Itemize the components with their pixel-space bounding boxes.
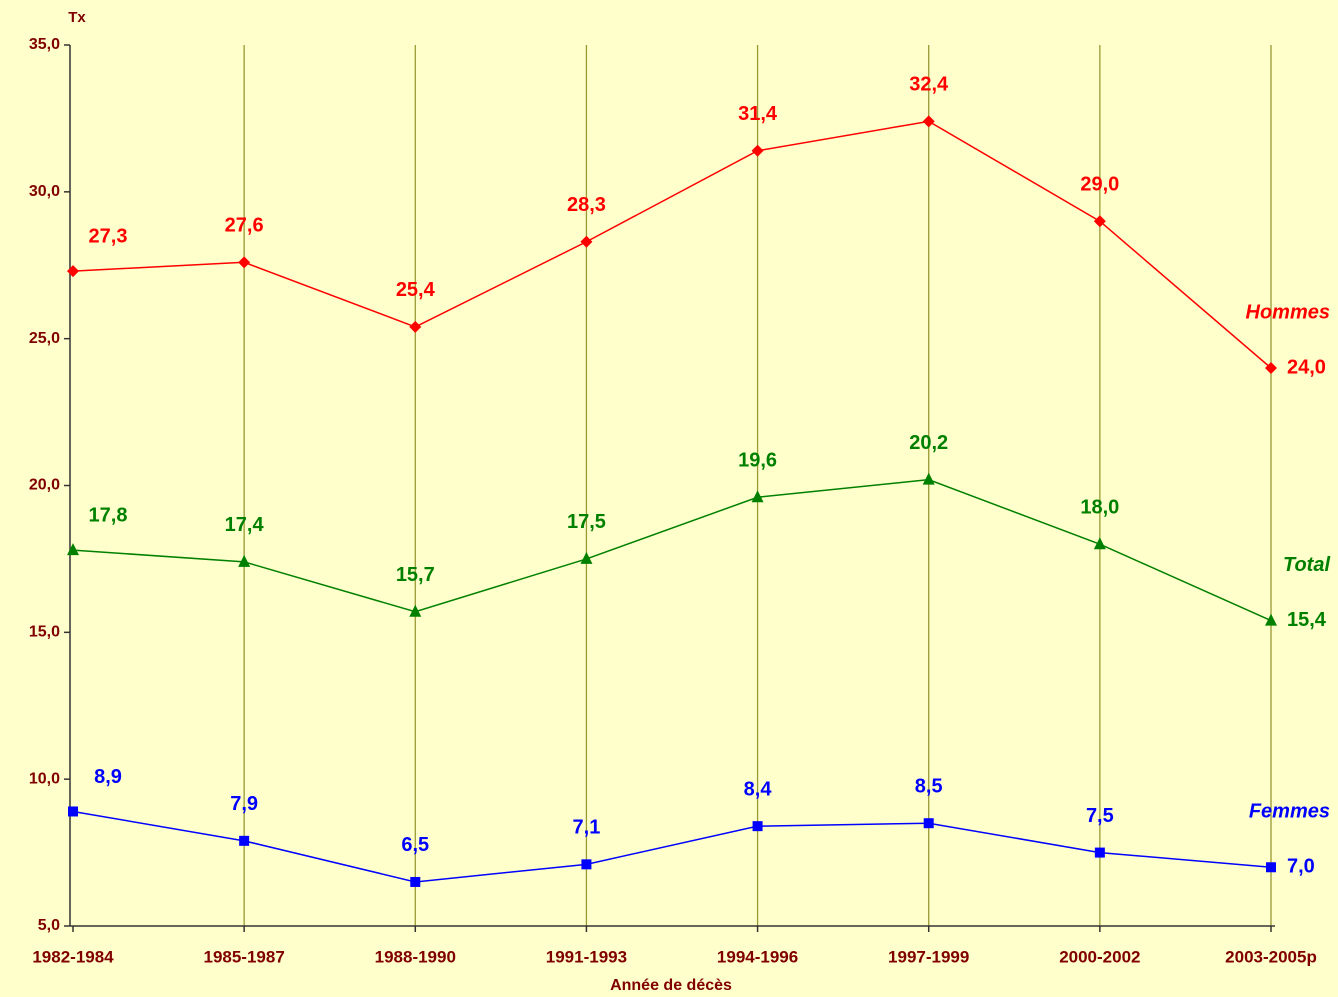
value-label: 18,0: [1080, 497, 1119, 519]
marker: [922, 115, 935, 128]
y-tick-label: 10,0: [29, 770, 60, 787]
value-label: 17,4: [225, 514, 265, 536]
marker: [751, 144, 764, 157]
marker: [238, 554, 251, 567]
value-label: 27,6: [225, 215, 264, 237]
value-label: 17,5: [567, 511, 606, 533]
marker: [580, 235, 593, 248]
marker: [239, 835, 250, 846]
marker: [1265, 613, 1277, 626]
value-label: 7,5: [1086, 805, 1114, 827]
x-axis-label: Année de décès: [610, 977, 732, 994]
marker: [751, 490, 764, 503]
y-tick-label: 5,0: [38, 917, 60, 934]
marker: [67, 265, 79, 278]
marker: [409, 604, 422, 617]
x-tick-label: 2000-2002: [1059, 947, 1140, 966]
series-line: [72, 810, 1272, 883]
marker: [1266, 862, 1276, 873]
value-label: 7,9: [230, 793, 258, 815]
marker: [923, 818, 934, 829]
value-label: 19,6: [738, 450, 777, 472]
marker: [1093, 537, 1106, 550]
value-label: 27,3: [89, 225, 128, 247]
marker: [409, 320, 422, 333]
value-label: 8,4: [744, 778, 773, 800]
x-tick-label: 1997-1999: [888, 947, 969, 966]
marker: [1265, 362, 1277, 375]
marker: [581, 859, 592, 870]
series-label: Femmes: [1249, 801, 1330, 823]
value-label: 25,4: [396, 279, 436, 301]
value-label: 31,4: [738, 103, 778, 125]
value-label: 32,4: [909, 74, 949, 96]
value-label: 6,5: [401, 834, 429, 856]
value-label: 7,1: [573, 817, 601, 839]
y-tick-label: 35,0: [29, 36, 60, 53]
value-label: 15,4: [1287, 609, 1327, 631]
marker: [68, 806, 78, 817]
y-tick-label: 30,0: [29, 183, 60, 200]
marker: [580, 551, 593, 564]
marker: [1094, 847, 1105, 858]
value-label: 15,7: [396, 564, 435, 586]
value-label: 24,0: [1287, 356, 1326, 378]
series-label: Total: [1283, 554, 1330, 576]
y-tick-label: 15,0: [29, 624, 60, 641]
series-line: [72, 120, 1272, 369]
y-tick-label: 25,0: [29, 330, 60, 347]
series-line: [72, 478, 1272, 622]
value-label: 8,5: [915, 775, 943, 797]
value-label: 17,8: [89, 504, 128, 526]
x-tick-label: 1994-1996: [717, 947, 798, 966]
x-tick-label: 1985-1987: [203, 947, 284, 966]
marker: [67, 543, 79, 556]
value-label: 7,0: [1287, 856, 1315, 878]
series-label: Hommes: [1246, 301, 1330, 323]
marker: [922, 472, 935, 485]
value-label: 8,9: [94, 766, 122, 788]
x-tick-label: 1991-1993: [546, 947, 627, 966]
y-tick-label: 20,0: [29, 477, 60, 494]
x-tick-label: 1988-1990: [375, 947, 456, 966]
marker: [238, 256, 251, 269]
y-axis-label: Tx: [68, 9, 86, 26]
value-label: 28,3: [567, 194, 606, 216]
x-tick-label: 2003-2005p: [1225, 947, 1317, 966]
value-label: 29,0: [1080, 173, 1119, 195]
x-tick-label: 1982-1984: [32, 947, 114, 966]
marker: [410, 876, 421, 887]
marker: [752, 821, 763, 832]
value-label: 20,2: [909, 432, 948, 454]
marker: [1093, 215, 1106, 228]
